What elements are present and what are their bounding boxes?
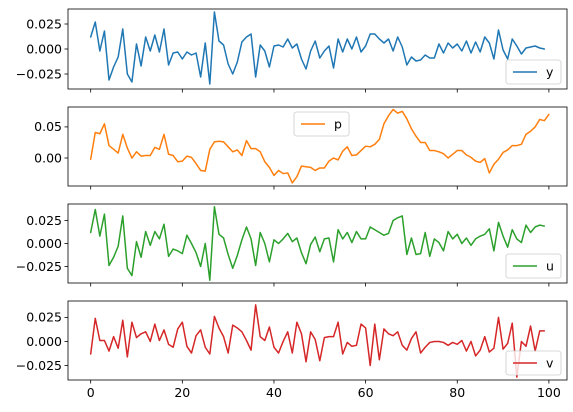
- legend: u: [505, 253, 562, 279]
- legend: y: [505, 59, 562, 85]
- subplot-y: −0.025 0.000 0.025 y: [16, 8, 568, 93]
- y-tick-label: 0.025: [26, 213, 62, 228]
- series-line-p: [89, 108, 550, 184]
- x-tick-label: 100: [537, 385, 561, 400]
- legend-label: y: [546, 65, 554, 80]
- legend: v: [505, 350, 562, 376]
- y-tick-label: 0.00: [34, 150, 62, 165]
- x-tick-label: 20: [174, 385, 190, 400]
- series-line-y: [89, 11, 546, 85]
- y-tick-label: −0.025: [16, 259, 62, 274]
- legend-label: v: [546, 356, 554, 371]
- y-tick-label: −0.025: [16, 66, 62, 81]
- y-tick-label: 0.000: [26, 236, 62, 251]
- subplot-p: 0.00 0.05 p: [34, 106, 568, 190]
- x-tick-label: 0: [87, 385, 95, 400]
- y-tick-label: 0.05: [34, 119, 62, 134]
- axes-frame: [67, 300, 568, 381]
- legend-label: u: [546, 259, 554, 274]
- y-tick-label: 0.025: [26, 310, 62, 325]
- y-tick-label: 0.000: [26, 334, 62, 349]
- y-tick-label: 0.025: [26, 16, 62, 31]
- subplot-v: −0.025 0.000 0.025 0 20 40 60 80 100 v: [16, 300, 568, 400]
- subplot-u: −0.025 0.000 0.025 u: [16, 203, 568, 287]
- axes-frame: [67, 106, 568, 187]
- series-line-v: [89, 304, 546, 378]
- x-tick-label: 40: [266, 385, 282, 400]
- y-tick-label: 0.000: [26, 41, 62, 56]
- legend: p: [293, 111, 350, 137]
- legend-label: p: [334, 117, 342, 132]
- x-tick-label: 80: [449, 385, 465, 400]
- x-tick-label: 60: [358, 385, 374, 400]
- series-line-u: [89, 206, 546, 281]
- y-tick-label: −0.025: [16, 358, 62, 373]
